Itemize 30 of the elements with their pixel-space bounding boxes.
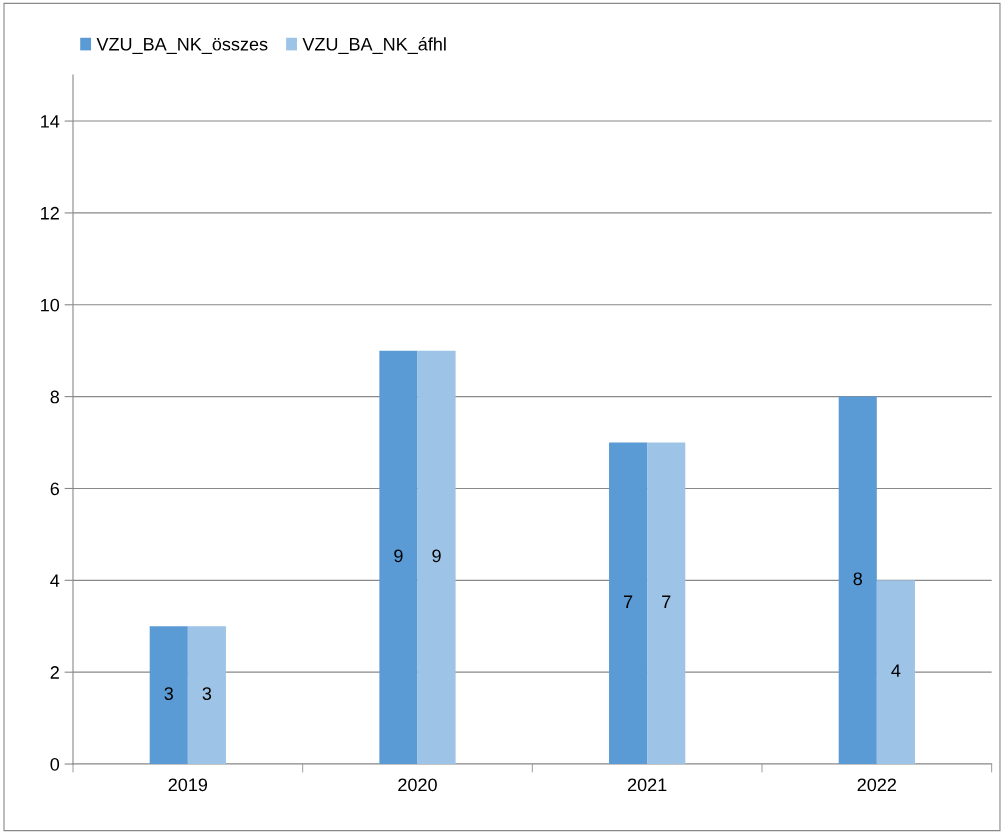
- x-tick-label: 2021: [627, 778, 667, 792]
- bar: [379, 350, 418, 765]
- data-label: 9: [394, 549, 403, 563]
- y-tick-label: 14: [41, 115, 60, 128]
- data-label: 4: [891, 664, 901, 677]
- data-label: 7: [662, 595, 671, 608]
- bar: [647, 442, 686, 765]
- y-tick-label: 6: [50, 482, 59, 496]
- y-tick-label: 4: [50, 574, 60, 587]
- data-label: 3: [164, 687, 173, 700]
- y-tick-label: 8: [50, 390, 60, 404]
- y-tick-label: 2: [50, 666, 59, 679]
- legend-label: VZU_BA_NK_áfhl: [302, 37, 446, 54]
- data-label: 7: [624, 595, 633, 608]
- data-label: 9: [432, 549, 441, 563]
- data-label: 8: [853, 572, 862, 586]
- x-tick-label: 2020: [398, 778, 437, 792]
- y-tick-label: 12: [41, 206, 59, 220]
- legend-label: VZU_BA_NK_összes: [96, 37, 268, 54]
- x-tick-label: 2019: [168, 778, 208, 792]
- y-tick-label: 10: [41, 298, 60, 312]
- bar: [187, 626, 226, 765]
- data-label: 3: [202, 687, 212, 700]
- bar: [417, 350, 456, 765]
- y-tick-label: 0: [50, 757, 60, 771]
- bar: [609, 442, 648, 765]
- bar: [149, 626, 188, 765]
- bar: [876, 580, 915, 765]
- x-tick-label: 2022: [857, 778, 896, 792]
- bar: [838, 396, 877, 765]
